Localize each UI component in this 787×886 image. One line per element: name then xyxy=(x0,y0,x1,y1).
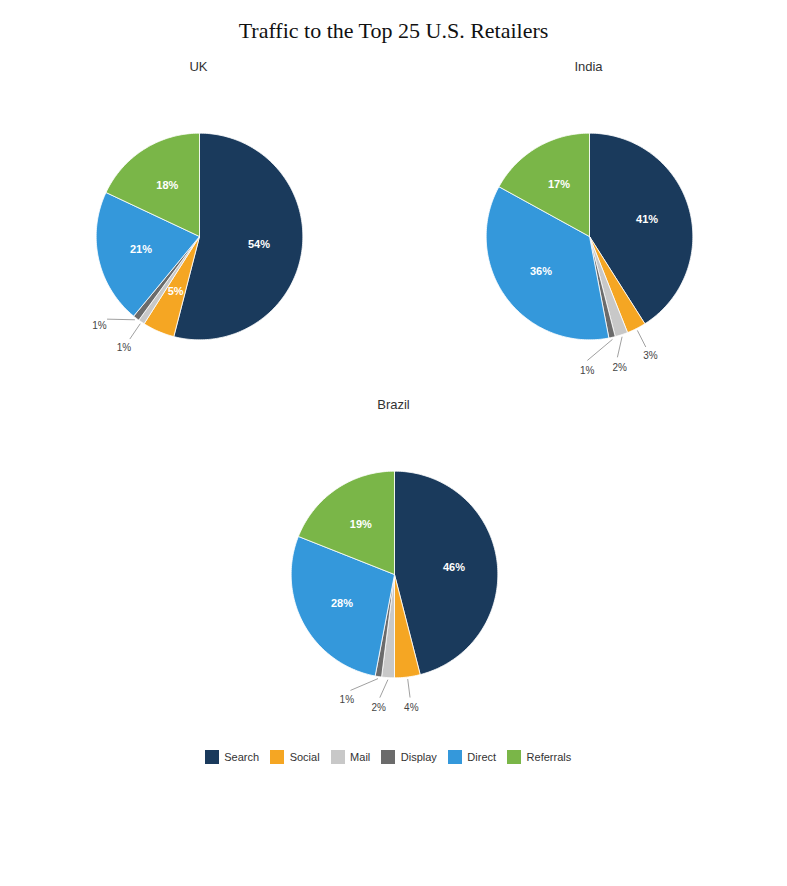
svg-text:36%: 36% xyxy=(529,265,551,277)
svg-text:2%: 2% xyxy=(371,702,386,713)
svg-text:17%: 17% xyxy=(547,178,569,190)
html-text:Search: Search xyxy=(224,750,260,763)
html-text:UK: UK xyxy=(189,59,208,74)
svg-text:1%: 1% xyxy=(339,694,354,705)
svg-text:1%: 1% xyxy=(92,320,107,331)
html-text:Referrals: Referrals xyxy=(526,750,572,763)
svg-text:19%: 19% xyxy=(349,518,371,530)
html-text:Display: Display xyxy=(400,750,437,763)
svg-text:3%: 3% xyxy=(643,350,658,361)
html-text:Direct: Direct xyxy=(467,750,497,763)
svg-text:1%: 1% xyxy=(116,342,131,353)
svg-text:21%: 21% xyxy=(129,243,151,255)
svg-text:4%: 4% xyxy=(404,702,419,713)
svg-text:5%: 5% xyxy=(167,285,183,297)
html-text:Mail: Mail xyxy=(350,750,371,763)
svg-text:1%: 1% xyxy=(579,365,594,376)
svg-text:2%: 2% xyxy=(612,362,627,373)
svg-text:18%: 18% xyxy=(156,179,178,191)
html-text:Social: Social xyxy=(289,750,320,763)
html-text:India: India xyxy=(574,59,603,74)
html-text:Traffic to the Top 25 U.S. Ret: Traffic to the Top 25 U.S. Retailers xyxy=(238,18,549,43)
svg-text:54%: 54% xyxy=(247,238,269,250)
svg-text:41%: 41% xyxy=(636,213,658,225)
svg-text:46%: 46% xyxy=(442,561,464,573)
svg-text:28%: 28% xyxy=(330,597,352,609)
html-text:Brazil: Brazil xyxy=(377,397,410,412)
